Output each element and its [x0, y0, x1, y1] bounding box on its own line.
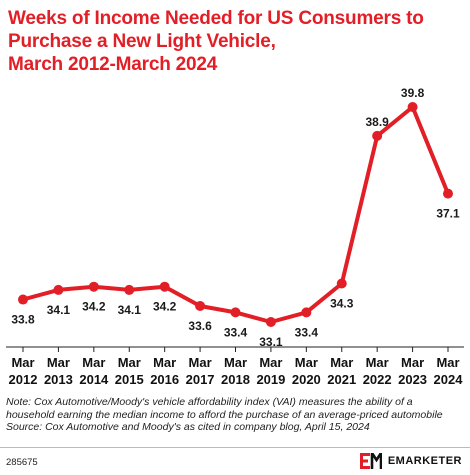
data-label: 34.1 — [47, 303, 71, 317]
chart-title-line-2: Purchase a New Light Vehicle, — [8, 31, 276, 52]
data-label: 33.4 — [224, 325, 248, 339]
data-point — [301, 307, 312, 318]
data-point — [336, 278, 347, 289]
chart-title: Weeks of Income Needed for US Consumers … — [8, 7, 458, 76]
data-point — [18, 294, 28, 305]
x-tick-label-year: 2015 — [115, 372, 144, 387]
data-label: 34.2 — [82, 300, 106, 314]
x-tick-label-year: 2013 — [44, 372, 73, 387]
data-label: 34.3 — [330, 296, 354, 310]
emarketer-logo-icon — [359, 453, 382, 469]
data-point — [88, 281, 99, 292]
x-tick-label-year: 2023 — [398, 372, 427, 387]
x-tick-label-month: Mar — [436, 355, 459, 370]
x-tick-label-month: Mar — [366, 355, 389, 370]
x-tick-label-year: 2019 — [256, 372, 285, 387]
x-tick-label-year: 2018 — [221, 372, 250, 387]
series-line — [21, 105, 450, 324]
x-tick-labels: Mar 2012 Mar 2013 Mar 2014 Mar 2015 Mar 2016 Mar 20… — [9, 355, 464, 387]
data-label: 37.1 — [436, 207, 460, 221]
data-label: 38.9 — [365, 115, 389, 129]
x-tick-label-month: Mar — [82, 355, 105, 370]
data-points — [18, 102, 453, 327]
x-tick-label-month: Mar — [224, 355, 247, 370]
x-axis — [6, 346, 464, 352]
data-point — [443, 188, 453, 199]
chart-title-line-1: Weeks of Income Needed for US Consumers … — [8, 8, 424, 29]
x-tick-label-month: Mar — [118, 355, 141, 370]
footnote-note: Note: Cox Automotive/Moody's vehicle aff… — [6, 396, 443, 421]
chart-id: 285675 — [6, 457, 38, 468]
x-tick-label-year: 2022 — [363, 372, 392, 387]
data-label: 34.1 — [118, 303, 142, 317]
brand-name: EMARKETER — [387, 455, 462, 467]
data-point — [159, 281, 170, 292]
series-line-group — [21, 105, 450, 324]
data-point — [230, 307, 241, 318]
x-tick-label-year: 2020 — [292, 372, 321, 387]
x-tick-label-year: 2024 — [434, 372, 464, 387]
data-label: 39.8 — [401, 86, 425, 100]
x-tick-label-year: 2017 — [186, 372, 215, 387]
x-tick-label-month: Mar — [189, 355, 212, 370]
data-point — [265, 317, 276, 327]
x-tick-label-month: Mar — [11, 355, 34, 370]
data-point — [124, 284, 135, 295]
x-tick-label-month: Mar — [259, 355, 282, 370]
data-point — [195, 300, 206, 311]
x-tick-label-month: Mar — [47, 355, 70, 370]
footer-divider — [0, 447, 470, 448]
x-tick-label-year: 2014 — [79, 372, 109, 387]
data-label: 33.4 — [295, 325, 319, 339]
x-tick-label-month: Mar — [295, 355, 318, 370]
footnote-source: Source: Cox Automotive and Moody's as ci… — [6, 421, 370, 433]
data-label: 33.1 — [259, 335, 283, 349]
x-tick-label-month: Mar — [401, 355, 424, 370]
x-tick-label-year: 2021 — [327, 372, 356, 387]
data-label: 34.2 — [153, 300, 177, 314]
data-point — [53, 284, 64, 295]
footnote: Note: Cox Automotive/Moody's vehicle aff… — [6, 396, 464, 434]
x-tick-label-month: Mar — [153, 355, 176, 370]
brand-logo: EMARKETER — [359, 453, 462, 469]
data-label: 33.6 — [188, 319, 212, 333]
line-chart: 33.8 34.1 34.2 34.1 34.2 33.6 33.4 33.1 33.4 34.3… — [6, 86, 464, 387]
x-tick-label-year: 2012 — [9, 372, 38, 387]
data-labels: 33.8 34.1 34.2 34.1 34.2 33.6 33.4 33.1 33.4 34.3… — [11, 86, 460, 349]
x-tick-label-month: Mar — [330, 355, 353, 370]
data-label: 33.8 — [11, 313, 35, 327]
x-tick-label-year: 2016 — [150, 372, 179, 387]
data-point — [407, 102, 418, 112]
chart-title-line-3: March 2012-March 2024 — [8, 54, 218, 75]
data-point — [372, 130, 383, 141]
